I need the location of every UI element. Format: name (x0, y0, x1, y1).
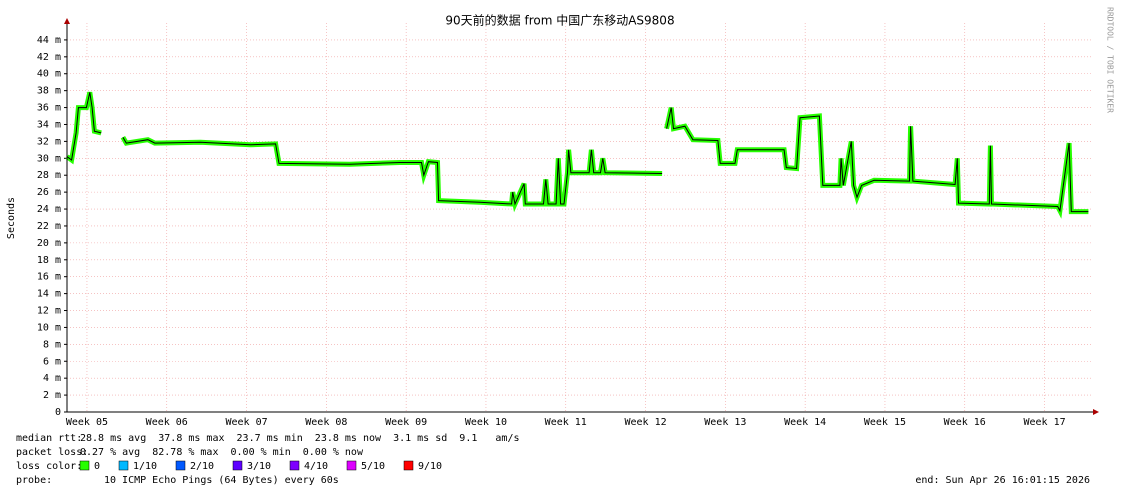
legend-label: 2/10 (190, 461, 214, 472)
legend-swatch (175, 460, 186, 471)
legend-label: 4/10 (304, 461, 328, 472)
y-tick-label: 20 m (37, 238, 61, 249)
x-tick-label: Week 16 (944, 417, 986, 428)
x-axis-arrow (1093, 409, 1099, 415)
loss-legend-label: loss color: (16, 461, 82, 472)
stat-label: packet loss: (16, 447, 88, 458)
legend-swatch (403, 460, 414, 471)
x-tick-label: Week 08 (305, 417, 347, 428)
y-tick-label: 16 m (37, 272, 61, 283)
legend-label: 1/10 (133, 461, 157, 472)
y-tick-label: 24 m (37, 204, 61, 215)
y-tick-label: 12 m (37, 306, 61, 317)
y-tick-label: 18 m (37, 255, 61, 266)
x-tick-label: Week 15 (864, 417, 906, 428)
plot-area (67, 23, 1093, 412)
chart-title: 90天前的数据 from 中国广东移动AS9808 (445, 13, 674, 28)
stat-label: median rtt: (16, 433, 82, 444)
y-tick-label: 8 m (43, 339, 61, 350)
y-tick-label: 36 m (37, 103, 61, 114)
y-tick-label: 32 m (37, 136, 61, 147)
y-tick-label: 22 m (37, 221, 61, 232)
x-tick-label: Week 17 (1023, 417, 1065, 428)
x-tick-label: Week 11 (545, 417, 587, 428)
x-tick-label: Week 06 (146, 417, 188, 428)
end-time: end: Sun Apr 26 16:01:15 2026 (915, 475, 1090, 486)
x-tick-label: Week 13 (704, 417, 746, 428)
x-tick-label: Week 14 (784, 417, 826, 428)
y-tick-label: 44 m (37, 35, 61, 46)
x-tick-label: Week 12 (624, 417, 666, 428)
legend-label: 3/10 (247, 461, 271, 472)
legend-swatch (79, 460, 90, 471)
stat-text: 28.8 ms avg 37.8 ms max 23.7 ms min 23.8… (80, 433, 520, 444)
legend-swatch (118, 460, 129, 471)
stat-text: 0.27 % avg 82.78 % max 0.00 % min 0.00 %… (80, 447, 364, 458)
legend-swatch (289, 460, 300, 471)
legend-swatch (232, 460, 243, 471)
y-tick-label: 28 m (37, 170, 61, 181)
median-line (66, 92, 1089, 213)
y-tick-label: 34 m (37, 119, 61, 130)
y-tick-label: 30 m (37, 153, 61, 164)
y-tick-label: 40 m (37, 69, 61, 80)
x-tick-label: Week 09 (385, 417, 427, 428)
probe-text: 10 ICMP Echo Pings (64 Bytes) every 60s (104, 475, 339, 486)
y-tick-label: 0 (55, 407, 61, 418)
probe-label: probe: (16, 475, 52, 486)
footer: median rtt:28.8 ms avg 37.8 ms max 23.7 … (16, 433, 1090, 486)
data-layer (65, 91, 1089, 219)
legend-label: 5/10 (361, 461, 385, 472)
x-tick-label: Week 05 (66, 417, 108, 428)
y-tick-label: 26 m (37, 187, 61, 198)
y-tick-label: 10 m (37, 322, 61, 333)
legend-label: 0 (94, 461, 100, 472)
legend-swatch (346, 460, 357, 471)
legend-label: 9/10 (418, 461, 442, 472)
y-tick-label: 6 m (43, 356, 61, 367)
y-tick-label: 14 m (37, 289, 61, 300)
y-axis-arrow (64, 18, 70, 24)
y-axis-label: Seconds (6, 197, 17, 239)
x-tick-label: Week 10 (465, 417, 507, 428)
y-tick-label: 4 m (43, 373, 61, 384)
y-tick-label: 42 m (37, 52, 61, 63)
x-tick-label: Week 07 (225, 417, 267, 428)
y-tick-label: 2 m (43, 390, 61, 401)
y-tick-label: 38 m (37, 86, 61, 97)
side-note: RRDTOOL / TOBI OETIKER (1106, 7, 1115, 113)
